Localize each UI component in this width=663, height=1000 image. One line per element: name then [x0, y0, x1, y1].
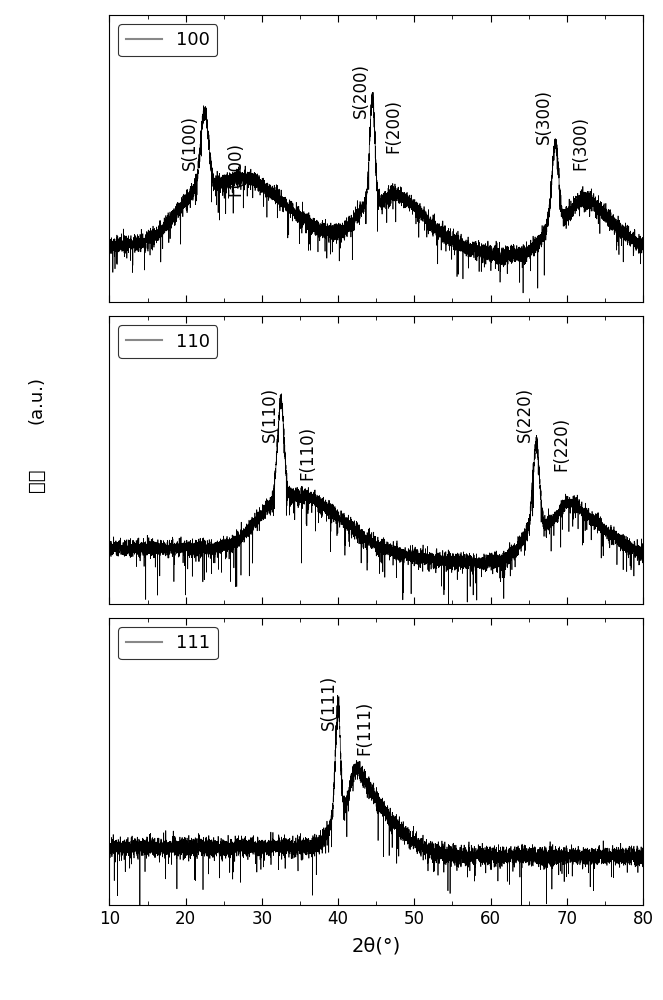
X-axis label: 2θ(°): 2θ(°): [351, 936, 401, 955]
Text: F(220): F(220): [552, 417, 571, 471]
Text: (a.u.): (a.u.): [27, 376, 46, 424]
Text: S(111): S(111): [320, 674, 338, 730]
Text: F(300): F(300): [572, 116, 589, 170]
Legend: 111: 111: [119, 627, 217, 659]
Text: F(111): F(111): [356, 701, 374, 755]
Text: S(110): S(110): [261, 387, 278, 442]
Text: S(220): S(220): [516, 387, 534, 442]
Text: S(300): S(300): [535, 89, 553, 144]
Text: S(100): S(100): [180, 115, 198, 170]
Legend: 100: 100: [119, 24, 217, 56]
Text: F(100): F(100): [226, 142, 244, 196]
Text: F(200): F(200): [384, 99, 402, 153]
Text: S(200): S(200): [352, 63, 370, 118]
Text: 强度: 强度: [27, 468, 46, 492]
Legend: 110: 110: [119, 325, 217, 358]
Text: F(110): F(110): [298, 426, 317, 480]
